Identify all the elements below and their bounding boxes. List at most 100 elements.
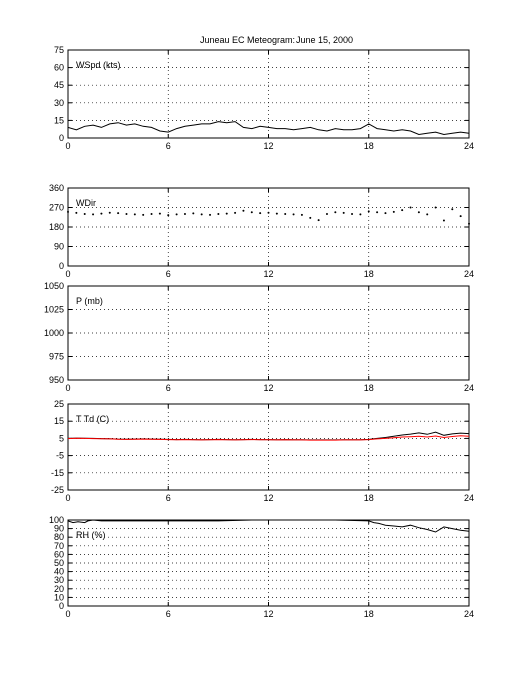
data-point	[459, 215, 462, 218]
panel-label-rh: RH (%)	[76, 530, 106, 540]
data-point	[192, 212, 195, 215]
x-tick-label: 0	[65, 141, 70, 151]
y-tick-label: 50	[54, 558, 64, 568]
series-line-wspd-0	[67, 121, 470, 136]
y-tick-label: 90	[54, 524, 64, 534]
y-tick-label: 950	[49, 375, 64, 385]
data-point	[259, 212, 262, 215]
data-point	[334, 211, 337, 214]
y-tick-label: 100	[49, 515, 64, 525]
x-tick-label: 0	[65, 493, 70, 503]
data-point	[292, 213, 295, 216]
y-tick-label: 180	[49, 222, 64, 232]
data-point	[242, 209, 245, 212]
y-tick-label: 1000	[44, 328, 64, 338]
x-tick-label: 18	[364, 383, 374, 393]
data-point	[392, 210, 395, 213]
data-point	[183, 213, 186, 215]
y-tick-label: -25	[51, 485, 64, 495]
y-tick-label: -5	[56, 451, 64, 461]
data-point	[217, 213, 220, 215]
data-point	[317, 219, 320, 222]
data-point	[401, 209, 404, 212]
y-tick-label: 1025	[44, 305, 64, 315]
data-point	[125, 213, 128, 215]
y-tick-label: 80	[54, 532, 64, 542]
panel-pres: 950 975 1000 1025 1050 0 6 12 18 24 P (mb)	[44, 281, 474, 393]
series-wdir-0	[67, 206, 470, 225]
data-point	[209, 213, 212, 216]
x-tick-label: 0	[65, 609, 70, 619]
x-tick-label: 24	[464, 609, 474, 619]
data-point	[150, 213, 153, 215]
series-line-rh-0	[67, 519, 470, 533]
y-tick-label: 70	[54, 541, 64, 551]
data-point	[325, 213, 328, 215]
data-point	[158, 212, 161, 215]
data-point	[342, 211, 345, 214]
data-point	[267, 211, 270, 214]
y-tick-label: 60	[54, 549, 64, 559]
y-tick-label: 0	[59, 133, 64, 143]
x-tick-label: 12	[263, 609, 273, 619]
data-point	[351, 213, 354, 215]
x-tick-label: 6	[166, 493, 171, 503]
x-tick-label: 0	[65, 383, 70, 393]
data-point	[234, 211, 237, 214]
data-point	[250, 211, 253, 214]
figure-date: June 15, 2000	[296, 35, 353, 45]
data-point	[434, 206, 437, 209]
data-point	[83, 213, 86, 215]
data-point	[468, 222, 470, 225]
data-point	[451, 208, 454, 211]
data-point	[117, 212, 120, 215]
y-tick-label: 15	[54, 115, 64, 125]
y-tick-label: 30	[54, 575, 64, 585]
y-tick-label: 975	[49, 352, 64, 362]
y-tick-label: 75	[54, 45, 64, 55]
x-tick-label: 12	[263, 269, 273, 279]
y-tick-label: 25	[54, 399, 64, 409]
data-point	[409, 206, 412, 209]
y-tick-label: 60	[54, 63, 64, 73]
x-tick-label: 6	[166, 141, 171, 151]
data-point	[309, 216, 312, 219]
data-point	[167, 214, 170, 217]
y-tick-label: 90	[54, 242, 64, 252]
panel-label-pres: P (mb)	[76, 296, 103, 306]
y-tick-label: 270	[49, 203, 64, 213]
data-point	[100, 212, 103, 215]
data-point	[367, 210, 370, 213]
x-tick-label: 12	[263, 493, 273, 503]
data-point	[417, 211, 420, 214]
y-tick-label: 5	[59, 433, 64, 443]
data-point	[284, 213, 287, 215]
y-tick-label: 20	[54, 584, 64, 594]
data-point	[67, 210, 69, 213]
y-tick-label: 0	[59, 601, 64, 611]
x-tick-label: 6	[166, 383, 171, 393]
x-tick-label: 12	[263, 383, 273, 393]
data-point	[200, 213, 203, 216]
y-tick-label: 45	[54, 80, 64, 90]
data-point	[359, 213, 362, 216]
data-point	[275, 212, 278, 215]
y-tick-label: 360	[49, 183, 64, 193]
data-point	[442, 219, 445, 222]
data-point	[75, 211, 78, 214]
x-tick-label: 18	[364, 269, 374, 279]
y-tick-label: 1050	[44, 281, 64, 291]
panel-wdir: 0 90 180 270 360 0 6 12 18 24 WDir	[49, 183, 474, 279]
x-tick-label: 6	[166, 269, 171, 279]
panel-label-temp: T Td (C)	[76, 414, 109, 424]
data-point	[376, 211, 379, 214]
x-tick-label: 24	[464, 493, 474, 503]
x-tick-label: 12	[263, 141, 273, 151]
x-tick-label: 6	[166, 609, 171, 619]
panel-label-wspd: WSpd (kts)	[76, 60, 121, 70]
panel-label-wdir: WDir	[76, 198, 96, 208]
x-tick-label: 24	[464, 141, 474, 151]
